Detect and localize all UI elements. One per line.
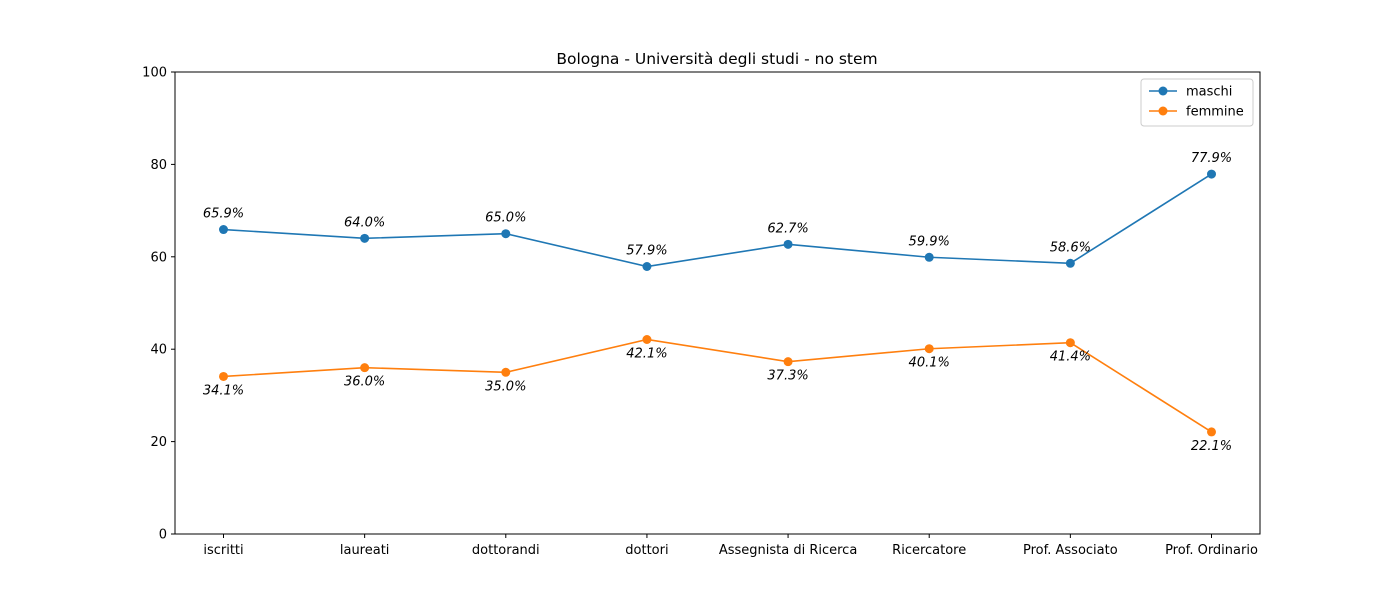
data-label-femmine: 37.3% bbox=[767, 369, 808, 384]
x-tick-label: Ricercatore bbox=[892, 543, 966, 558]
y-tick-label: 60 bbox=[150, 250, 167, 265]
plot-frame bbox=[174, 71, 1261, 535]
x-tick-label: Assegnista di Ricerca bbox=[719, 543, 857, 558]
y-tick-label: 80 bbox=[150, 158, 167, 173]
x-tick-label: dottorandi bbox=[472, 543, 540, 558]
y-axis: 0 20 40 60 80 100 bbox=[142, 66, 175, 543]
data-label-maschi: 65.0% bbox=[485, 211, 526, 226]
x-tick-label: Prof. Associato bbox=[1023, 543, 1118, 558]
data-point-maschi bbox=[924, 252, 934, 262]
legend-entry-femmine: femmine bbox=[1149, 105, 1244, 120]
data-label-maschi: 62.7% bbox=[767, 221, 808, 236]
data-label-femmine: 22.1% bbox=[1191, 439, 1232, 454]
data-label-maschi: 58.6% bbox=[1050, 240, 1091, 255]
data-labels: 65.9% 64.0% 65.0% 57.9% 62.7% 59.9% 58.6% 77.9%… bbox=[203, 151, 1232, 454]
x-tick-label: Prof. Ordinario bbox=[1165, 543, 1258, 558]
data-point-femmine bbox=[1065, 338, 1075, 348]
legend-label: femmine bbox=[1186, 105, 1244, 120]
data-label-femmine: 34.1% bbox=[203, 383, 244, 398]
data-label-femmine: 40.1% bbox=[909, 356, 950, 371]
series-femmine bbox=[219, 334, 1216, 437]
legend-marker bbox=[1158, 106, 1168, 116]
chart-title: Bologna - Università degli studi - no st… bbox=[556, 50, 877, 68]
data-label-maschi: 57.9% bbox=[626, 244, 667, 259]
y-tick-label: 20 bbox=[150, 435, 167, 450]
data-point-maschi bbox=[360, 233, 370, 243]
data-point-maschi bbox=[783, 239, 793, 249]
data-point-maschi bbox=[642, 262, 652, 272]
data-point-femmine bbox=[501, 367, 511, 377]
data-label-femmine: 41.4% bbox=[1050, 350, 1091, 365]
data-point-maschi bbox=[219, 225, 228, 235]
series-maschi bbox=[219, 169, 1216, 272]
y-tick-label: 100 bbox=[142, 66, 167, 81]
data-point-femmine bbox=[642, 334, 652, 344]
x-axis: iscritti laureati dottorandi dottori Assegni… bbox=[203, 534, 1258, 558]
data-point-maschi bbox=[501, 229, 511, 239]
data-label-maschi: 65.9% bbox=[203, 207, 244, 222]
data-label-femmine: 36.0% bbox=[344, 375, 385, 390]
series-line-femmine bbox=[223, 338, 1212, 433]
legend-label: maschi bbox=[1186, 85, 1232, 100]
x-tick-label: iscritti bbox=[203, 543, 243, 558]
legend: maschi femmine bbox=[1140, 78, 1254, 127]
series-layer bbox=[219, 169, 1216, 437]
data-label-femmine: 35.0% bbox=[485, 379, 526, 394]
x-tick-label: dottori bbox=[625, 543, 668, 558]
series-line-maschi bbox=[223, 173, 1212, 268]
data-point-femmine bbox=[924, 344, 934, 354]
data-point-femmine bbox=[360, 363, 370, 373]
data-point-femmine bbox=[783, 357, 793, 367]
legend-marker bbox=[1158, 86, 1168, 96]
data-label-maschi: 59.9% bbox=[909, 234, 950, 249]
data-point-maschi bbox=[1065, 258, 1075, 268]
data-point-maschi bbox=[1207, 169, 1216, 179]
x-tick-label: laureati bbox=[340, 543, 390, 558]
y-tick-label: 0 bbox=[159, 528, 167, 543]
data-label-maschi: 77.9% bbox=[1191, 151, 1232, 166]
data-point-femmine bbox=[219, 371, 228, 381]
legend-entry-maschi: maschi bbox=[1149, 85, 1232, 100]
data-label-maschi: 64.0% bbox=[344, 215, 385, 230]
data-point-femmine bbox=[1207, 427, 1216, 437]
y-tick-label: 40 bbox=[150, 343, 167, 358]
data-label-femmine: 42.1% bbox=[626, 346, 667, 361]
